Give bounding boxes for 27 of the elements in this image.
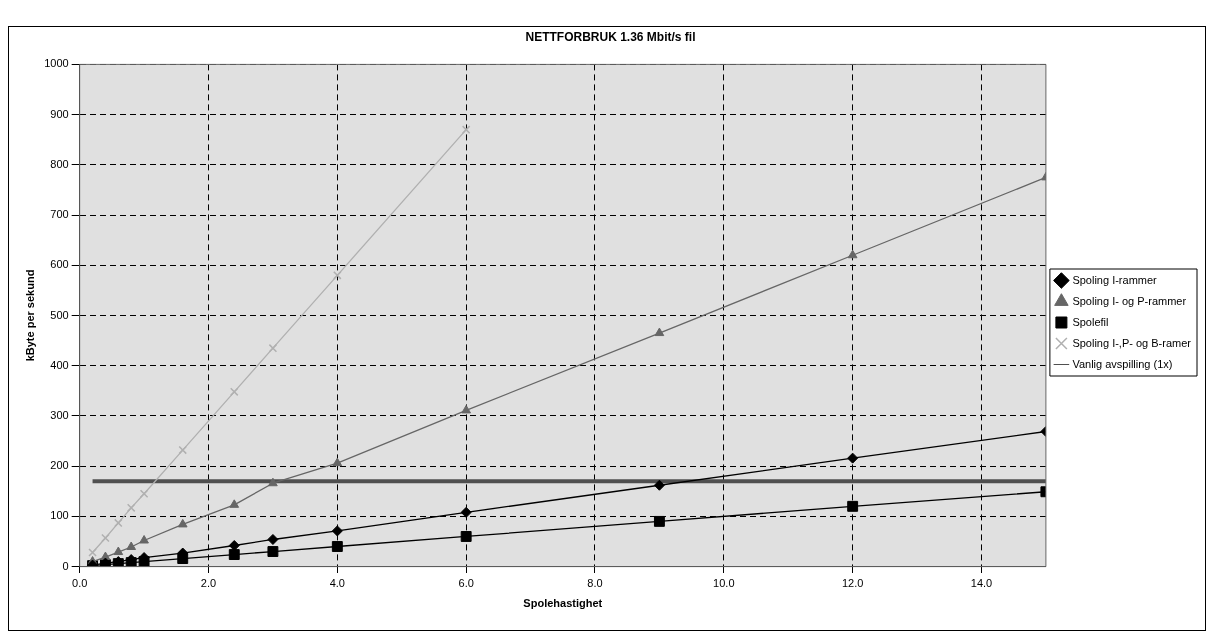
x-tick-label: 0.0	[72, 577, 88, 590]
x-axis-title: Spolehastighet	[523, 597, 603, 610]
legend-label: Vanlig avspilling (1x)	[1072, 357, 1173, 370]
x-tick-label: 2.0	[200, 577, 217, 590]
x-tick-label: 14.0	[970, 577, 993, 590]
y-tick-label: 500	[50, 308, 69, 321]
chart-title: NETTFORBRUK 1.36 Mbit/s fil	[525, 29, 696, 44]
legend-label: Spoling I-,P- og B-ramer	[1072, 336, 1192, 349]
x-tick-label: 4.0	[329, 577, 345, 590]
y-tick-label: 100	[50, 509, 69, 522]
legend-label: Spoling I- og P-rammer	[1072, 294, 1187, 307]
x-tick-label: 6.0	[458, 577, 474, 590]
x-tick-label: 12.0	[841, 577, 864, 590]
y-tick-label: 1000	[44, 57, 69, 70]
legend-label: Spolefil	[1072, 315, 1109, 328]
legend-label: Spoling I-rammer	[1072, 273, 1158, 286]
y-tick-label: 600	[50, 258, 69, 271]
y-tick-label: 900	[50, 107, 69, 120]
x-tick-label: 8.0	[587, 577, 603, 590]
y-axis-title: kByte per sekund	[23, 269, 36, 362]
y-tick-label: 700	[50, 208, 69, 221]
x-tick-label: 10.0	[713, 577, 735, 590]
y-tick-label: 800	[50, 157, 69, 170]
y-tick-label: 300	[50, 408, 69, 421]
y-tick-label: 0	[62, 559, 69, 572]
y-tick-label: 200	[50, 459, 69, 472]
y-tick-label: 400	[50, 358, 69, 371]
